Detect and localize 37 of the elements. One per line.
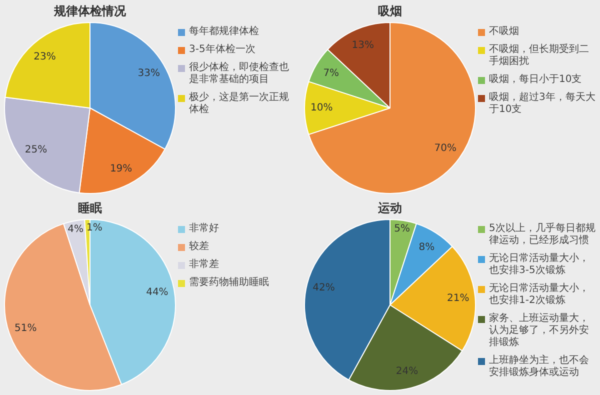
data-label: 5%: [394, 224, 410, 235]
legend-label: 非常好: [189, 223, 219, 235]
legend-label: 吸烟，超过3年，每天大于10支: [489, 92, 596, 116]
data-label: 44%: [146, 286, 168, 298]
legend-label: 每年都规律体检: [189, 26, 259, 38]
data-label: 24%: [396, 366, 418, 377]
data-label: 70%: [434, 142, 456, 154]
data-label: 13%: [352, 40, 374, 51]
chart-title: 睡眠: [77, 200, 103, 217]
data-label: 8%: [418, 242, 435, 253]
data-label: 51%: [14, 322, 37, 334]
legend-label: 无论日常活动量大小，也安排1-2次锻炼: [489, 283, 590, 307]
legend-label: 不吸烟: [489, 26, 519, 38]
chart-title: 规律体检情况: [52, 3, 127, 20]
legend-label: 较差: [189, 241, 209, 253]
legend-label: 不吸烟，但长期受到二手烟困扰: [489, 44, 590, 68]
legend-label: 3-5年体检一次: [189, 44, 256, 56]
legend-label: 需要药物辅助睡眠: [189, 277, 269, 289]
chart-title: 吸烟: [377, 3, 403, 20]
data-label: 10%: [310, 102, 333, 114]
data-label: 4%: [68, 224, 84, 236]
legend-label: 无论日常活动量大小，也安排3-5次锻炼: [489, 253, 590, 277]
data-label: 33%: [138, 68, 160, 79]
data-label: 42%: [312, 282, 335, 294]
legend-label: 极少，这是第一次正规体检: [189, 92, 290, 116]
chart-title: 运动: [377, 200, 403, 217]
data-label: 25%: [24, 144, 48, 156]
legend-label: 5次以上，几乎每日都规律运动，已经形成习惯: [489, 223, 596, 247]
legend-label: 非常差: [189, 259, 219, 271]
legend-label: 吸烟，每日小于10支: [489, 74, 582, 86]
legend-label: 家务、上班运动量大，认为足够了，不另外安排锻炼: [489, 313, 590, 349]
data-label: 21%: [446, 293, 470, 304]
data-label: 19%: [110, 164, 132, 175]
legend-label: 很少体检，即使检查也是非常基础的项目: [189, 62, 290, 86]
legend-label: 上班静坐为主，也不会安排锻炼身体或运动: [489, 355, 590, 379]
data-label: 23%: [34, 51, 56, 62]
data-label: 7%: [323, 68, 340, 79]
